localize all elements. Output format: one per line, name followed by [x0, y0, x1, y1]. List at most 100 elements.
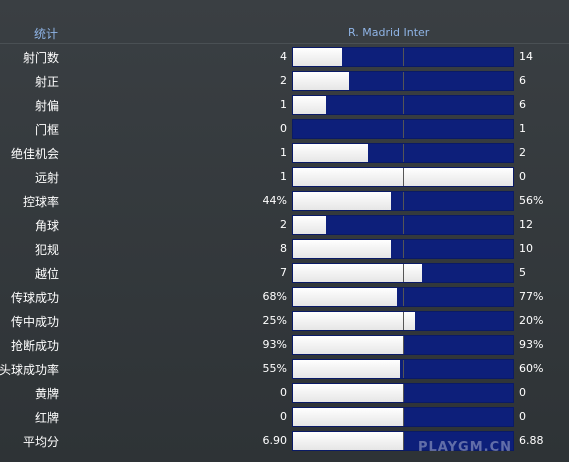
home-value: 4 — [280, 50, 287, 63]
stat-row: 门框 0 1 — [0, 117, 569, 141]
stat-row: 绝佳机会 1 2 — [0, 141, 569, 165]
away-value: 14 — [519, 50, 533, 63]
stat-label: 远射 — [34, 171, 59, 185]
stat-row: 控球率 44% 56% — [0, 189, 569, 213]
stat-row: 越位 7 5 — [0, 261, 569, 285]
home-share-fill — [293, 336, 404, 354]
home-value: 0 — [280, 122, 287, 135]
home-value: 6.90 — [262, 434, 288, 447]
stat-label: 角球 — [34, 219, 59, 233]
stat-label: 绝佳机会 — [10, 147, 59, 161]
comparison-bar — [292, 287, 514, 307]
bar-midline — [403, 264, 404, 282]
bar-midline — [403, 144, 404, 162]
away-value: 77% — [519, 290, 544, 303]
stat-label: 传球成功 — [10, 291, 59, 305]
watermark: PLAYGM.CN — [418, 440, 513, 455]
home-value: 44% — [262, 194, 287, 207]
comparison-bar — [292, 47, 514, 67]
bar-midline — [403, 192, 404, 210]
team-names: R. Madrid Inter — [348, 26, 430, 39]
home-value: 0 — [280, 410, 287, 423]
stat-row: 平均分 6.90 6.88 — [0, 429, 569, 453]
away-value: 20% — [519, 314, 544, 327]
bar-midline — [403, 336, 404, 354]
away-value: 0 — [519, 386, 526, 399]
bar-midline — [403, 360, 404, 378]
bar-midline — [403, 216, 404, 234]
away-value: 0 — [519, 410, 526, 423]
comparison-bar — [292, 95, 514, 115]
stat-row: 射门数 4 14 — [0, 45, 569, 69]
comparison-bar — [292, 263, 514, 283]
comparison-bar — [292, 407, 514, 427]
stat-row: 犯规 8 10 — [0, 237, 569, 261]
home-value: 1 — [280, 146, 287, 159]
home-value: 0 — [280, 386, 287, 399]
stat-label: 平均分 — [22, 435, 59, 449]
home-value: 68% — [262, 290, 287, 303]
stat-label: 越位 — [34, 267, 59, 281]
away-value: 10 — [519, 242, 533, 255]
stat-label: 犯规 — [34, 243, 59, 257]
stat-row: 黄牌 0 0 — [0, 381, 569, 405]
comparison-bar — [292, 239, 514, 259]
away-value: 5 — [519, 266, 526, 279]
stat-label: 传中成功 — [10, 315, 59, 329]
stats-header: 统计 R. Madrid Inter — [0, 22, 569, 44]
away-value: 2 — [519, 146, 526, 159]
away-value: 6 — [519, 74, 526, 87]
stat-row: 射偏 1 6 — [0, 93, 569, 117]
away-value: 6 — [519, 98, 526, 111]
away-value: 56% — [519, 194, 544, 207]
home-share-fill — [293, 384, 404, 402]
stat-row: 远射 1 0 — [0, 165, 569, 189]
stat-label: 抢断成功 — [10, 339, 59, 353]
home-value: 55% — [262, 362, 287, 375]
stat-row: 射正 2 6 — [0, 69, 569, 93]
comparison-bar — [292, 191, 514, 211]
home-value: 8 — [280, 242, 287, 255]
bar-midline — [403, 240, 404, 258]
stat-row: 传中成功 25% 20% — [0, 309, 569, 333]
stat-label: 门框 — [34, 123, 59, 137]
home-share-fill — [293, 48, 342, 66]
comparison-bar — [292, 167, 514, 187]
stat-row: 传球成功 68% 77% — [0, 285, 569, 309]
home-value: 1 — [280, 98, 287, 111]
home-share-fill — [293, 144, 368, 162]
home-share-fill — [293, 360, 400, 378]
stat-label: 黄牌 — [34, 387, 59, 401]
bar-midline — [403, 312, 404, 330]
bar-midline — [403, 288, 404, 306]
stat-row: 红牌 0 0 — [0, 405, 569, 429]
away-value: 0 — [519, 170, 526, 183]
away-value: 1 — [519, 122, 526, 135]
stat-row: 角球 2 12 — [0, 213, 569, 237]
home-share-fill — [293, 72, 349, 90]
stat-label: 射正 — [34, 75, 59, 89]
bar-midline — [403, 432, 404, 450]
stat-label: 射偏 — [34, 99, 59, 113]
home-share-fill — [293, 240, 391, 258]
home-share-fill — [293, 216, 326, 234]
comparison-bar — [292, 335, 514, 355]
home-value: 93% — [262, 338, 287, 351]
away-value: 6.88 — [519, 434, 544, 447]
home-share-fill — [293, 408, 404, 426]
comparison-bar — [292, 431, 514, 451]
header-divider — [0, 43, 569, 44]
home-share-fill — [293, 432, 404, 450]
away-value: 12 — [519, 218, 533, 231]
home-share-fill — [293, 96, 326, 114]
comparison-bar — [292, 143, 514, 163]
bar-midline — [403, 72, 404, 90]
home-value: 2 — [280, 218, 287, 231]
comparison-bar — [292, 119, 514, 139]
stat-label: 控球率 — [22, 195, 59, 209]
comparison-bar — [292, 215, 514, 235]
comparison-bar — [292, 383, 514, 403]
stat-label: 射门数 — [22, 51, 59, 65]
home-value: 7 — [280, 266, 287, 279]
comparison-bar — [292, 311, 514, 331]
